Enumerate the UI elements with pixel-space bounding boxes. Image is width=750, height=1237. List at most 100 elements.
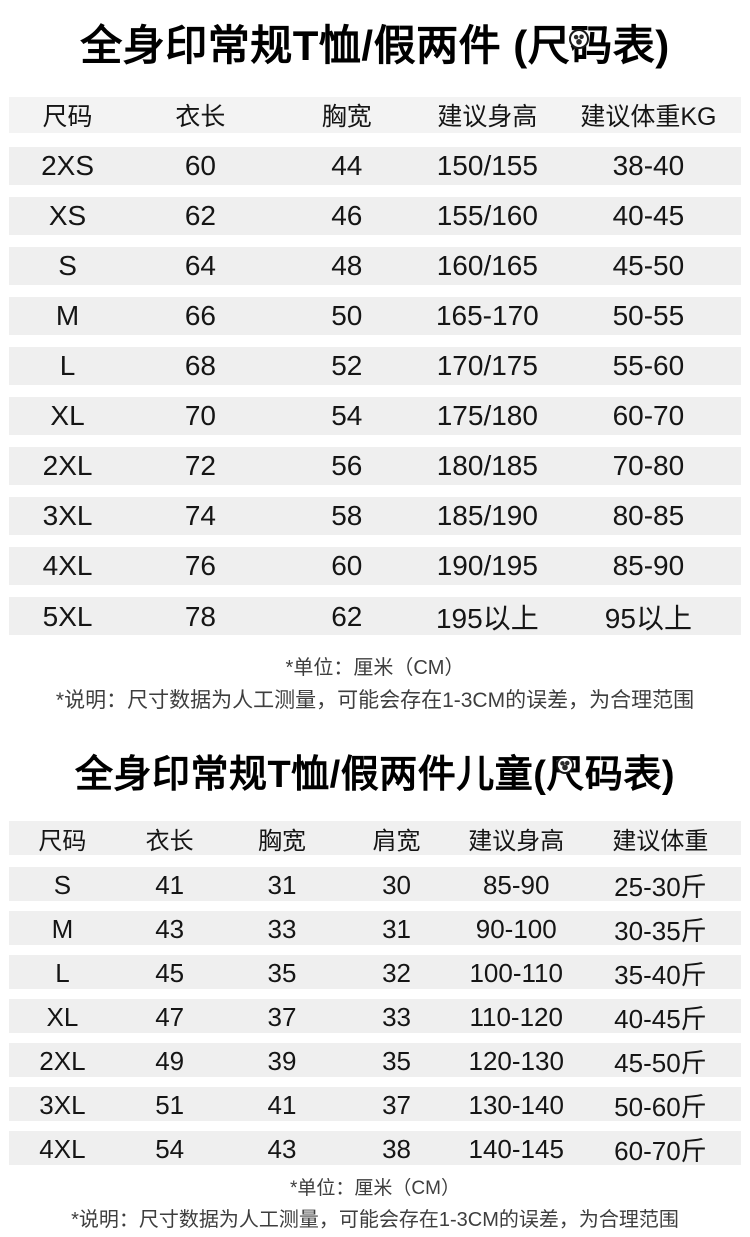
- table-cell: 40-45: [612, 200, 685, 231]
- table-cell: 37: [382, 1090, 412, 1120]
- table-cell: 90-100: [475, 914, 557, 944]
- table-row: 3XL 74 58 185/190 80-85: [9, 497, 741, 535]
- header-cell: 肩宽: [372, 828, 421, 855]
- measurement-note: *说明：尺寸数据为人工测量，可能会存在1-3CM的误差，为合理范围: [71, 1209, 679, 1231]
- table-row: 2XS 60 44 150/155 38-40: [9, 147, 741, 185]
- table-cell: 60: [184, 150, 216, 181]
- table-cell: XL: [50, 400, 85, 431]
- table-cell: 62: [184, 200, 216, 231]
- table-cell: 85-90: [612, 550, 685, 581]
- header-cell: 建议身高: [468, 828, 565, 855]
- table-cell: 60-70斤: [614, 1136, 707, 1166]
- header-cell: 胸宽: [321, 103, 372, 131]
- table-row: XL 47 37 33 110-120 40-45斤: [9, 999, 741, 1034]
- table-cell: 195以上: [435, 603, 539, 634]
- table-cell: 43: [267, 1134, 297, 1164]
- table-cell: 54: [331, 400, 363, 431]
- table-cell: 3XL: [39, 1090, 86, 1120]
- table-cell: 30: [382, 870, 412, 900]
- table-cell: S: [58, 250, 77, 281]
- table-cell: 2XS: [41, 150, 95, 181]
- table-row: XS 62 46 155/160 40-45: [9, 197, 741, 235]
- table-cell: 45-50斤: [614, 1048, 707, 1078]
- table-cell: 62: [331, 601, 363, 632]
- table-cell: 37: [267, 1002, 297, 1032]
- table-cell: 46: [331, 200, 363, 231]
- table-cell: 40-45斤: [614, 1004, 707, 1034]
- table-cell: 165-170: [435, 300, 539, 331]
- table-cell: 55-60: [612, 350, 685, 381]
- header-cell: 衣长: [175, 103, 226, 131]
- table-cell: 72: [184, 450, 216, 481]
- table-row: XL 70 54 175/180 60-70: [9, 397, 741, 435]
- table-row: 4XL 76 60 190/195 85-90: [9, 547, 741, 585]
- table-cell: 76: [184, 550, 216, 581]
- header-cell: 胸宽: [258, 828, 306, 855]
- table-cell: 50-60斤: [614, 1092, 707, 1122]
- table-row: S 64 48 160/165 45-50: [9, 247, 741, 285]
- header-cell: 衣长: [145, 828, 194, 855]
- table-cell: 31: [267, 870, 297, 900]
- table-cell: L: [59, 350, 76, 381]
- table-cell: 3XL: [42, 500, 93, 531]
- table-cell: 140-145: [468, 1134, 564, 1164]
- table-cell: 58: [331, 500, 363, 531]
- table-cell: 31: [382, 914, 412, 944]
- table-cell: 48: [331, 250, 363, 281]
- table-cell: 175/180: [436, 400, 538, 431]
- table-cell: 2XL: [39, 1046, 86, 1076]
- round-sticker-icon: [569, 29, 589, 49]
- table-cell: M: [55, 300, 80, 331]
- table-cell: 25-30斤: [614, 872, 707, 902]
- table-cell: 49: [155, 1046, 185, 1076]
- table-cell: 70: [184, 400, 216, 431]
- table-cell: 38-40: [612, 150, 685, 181]
- table-header-row: 尺码 衣长 胸宽 肩宽 建议身高 建议体重: [9, 821, 741, 855]
- header-cell: 建议体重KG: [580, 103, 717, 131]
- table-cell: 2XL: [42, 450, 93, 481]
- table-cell: 130-140: [468, 1090, 564, 1120]
- table-row: L 68 52 170/175 55-60: [9, 347, 741, 385]
- header-cell: 尺码: [38, 828, 87, 855]
- round-sticker-icon: [556, 756, 574, 774]
- table-row: S 41 31 30 85-90 25-30斤: [9, 867, 741, 902]
- table-cell: 4XL: [42, 550, 93, 581]
- table-cell: 180/185: [436, 450, 538, 481]
- table-cell: 45: [155, 958, 185, 988]
- table-row: M 66 50 165-170 50-55: [9, 297, 741, 335]
- table-cell: 110-120: [469, 1002, 563, 1032]
- table-cell: 35-40斤: [614, 960, 707, 990]
- table-cell: 170/175: [436, 350, 538, 381]
- table-header-row: 尺码 衣长 胸宽 建议身高 建议体重KG: [9, 97, 741, 133]
- unit-note: *单位：厘米（CM）: [285, 657, 465, 679]
- table-cell: L: [55, 958, 70, 988]
- kids-size-chart-title: 全身印常规T恤/假两件儿童(尺码表): [74, 754, 676, 796]
- table-cell: 43: [155, 914, 185, 944]
- table-cell: 35: [267, 958, 297, 988]
- header-cell: 建议身高: [437, 103, 538, 131]
- table-cell: 150/155: [436, 150, 538, 181]
- table-cell: 41: [267, 1090, 297, 1120]
- table-cell: 45-50: [612, 250, 685, 281]
- table-cell: 60-70: [612, 400, 685, 431]
- table-cell: 190/195: [436, 550, 538, 581]
- table-cell: 41: [155, 870, 185, 900]
- table-cell: 155/160: [436, 200, 538, 231]
- table-cell: 51: [155, 1090, 185, 1120]
- table-row: 2XL 49 39 35 120-130 45-50斤: [9, 1043, 741, 1078]
- table-cell: 30-35斤: [614, 916, 707, 946]
- table-cell: 78: [184, 601, 216, 632]
- table-cell: 44: [331, 150, 363, 181]
- table-cell: 47: [155, 1002, 185, 1032]
- table-cell: 33: [382, 1002, 412, 1032]
- table-cell: 185/190: [436, 500, 538, 531]
- table-cell: 38: [382, 1134, 412, 1164]
- table-cell: 54: [155, 1134, 185, 1164]
- table-cell: 120-130: [468, 1046, 564, 1076]
- table-cell: 70-80: [612, 450, 685, 481]
- table-cell: 64: [184, 250, 216, 281]
- table-cell: 80-85: [612, 500, 685, 531]
- table-cell: XS: [48, 200, 87, 231]
- adult-size-chart-title: 全身印常规T恤/假两件 (尺码表): [80, 22, 670, 69]
- table-cell: 160/165: [436, 250, 538, 281]
